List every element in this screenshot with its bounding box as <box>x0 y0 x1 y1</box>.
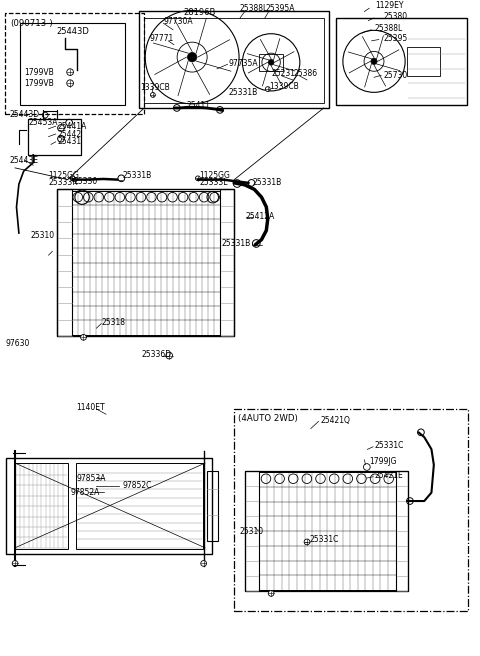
Ellipse shape <box>371 58 377 64</box>
Bar <box>140 12 328 108</box>
Text: 1125GG: 1125GG <box>48 171 79 180</box>
Text: 97771: 97771 <box>149 34 173 43</box>
Bar <box>144 18 324 103</box>
Bar <box>57 190 234 336</box>
Text: 25421E: 25421E <box>375 471 404 480</box>
Bar <box>72 191 220 335</box>
Text: 25310: 25310 <box>239 527 263 536</box>
Ellipse shape <box>304 539 310 544</box>
Text: 97630: 97630 <box>5 338 30 348</box>
Text: 25730: 25730 <box>384 71 408 80</box>
Text: 97852C: 97852C <box>123 482 152 491</box>
Text: 25333L: 25333L <box>199 178 228 187</box>
Text: 25231: 25231 <box>271 69 295 78</box>
Text: (090713-): (090713-) <box>10 18 53 28</box>
Text: 25441A: 25441A <box>57 121 86 131</box>
Bar <box>245 471 259 592</box>
Text: 25395: 25395 <box>384 33 408 43</box>
Text: 25331B: 25331B <box>253 178 282 187</box>
Text: 97852A: 97852A <box>70 488 99 497</box>
Text: 25443D: 25443D <box>56 27 89 36</box>
Bar <box>259 472 396 590</box>
Text: 25421Q: 25421Q <box>321 416 350 425</box>
Ellipse shape <box>67 80 73 87</box>
Ellipse shape <box>195 176 200 180</box>
Bar <box>336 18 468 105</box>
Text: 25443D: 25443D <box>9 110 39 119</box>
Ellipse shape <box>67 69 73 75</box>
Bar <box>76 463 203 549</box>
Text: 25331C: 25331C <box>310 535 339 544</box>
Bar <box>20 23 125 105</box>
Text: 25443E: 25443E <box>9 155 38 165</box>
Text: 25412A: 25412A <box>246 212 275 220</box>
Text: 1799JG: 1799JG <box>369 457 397 466</box>
Bar <box>407 47 440 75</box>
Text: 25331B: 25331B <box>222 239 251 248</box>
Text: (4AUTO 2WD): (4AUTO 2WD) <box>238 414 298 423</box>
Ellipse shape <box>201 561 206 566</box>
Bar <box>5 14 144 114</box>
Text: 25380: 25380 <box>384 12 408 21</box>
Bar <box>57 190 72 336</box>
Bar <box>245 471 408 592</box>
Text: 97730A: 97730A <box>163 18 193 26</box>
Bar <box>234 409 468 611</box>
Text: 1339CB: 1339CB <box>141 83 170 92</box>
Text: 28196B: 28196B <box>183 9 216 17</box>
Ellipse shape <box>81 335 86 340</box>
Bar <box>15 463 68 549</box>
Text: 25442: 25442 <box>57 129 81 138</box>
Text: 1799VB: 1799VB <box>24 68 54 77</box>
Text: 25388L: 25388L <box>240 4 268 12</box>
Ellipse shape <box>268 60 274 65</box>
Text: 25318: 25318 <box>101 318 125 327</box>
Bar <box>43 112 57 119</box>
Text: 1339CB: 1339CB <box>270 82 300 91</box>
Text: 25336D: 25336D <box>142 350 172 359</box>
Bar <box>207 471 218 541</box>
Ellipse shape <box>151 92 156 97</box>
Text: 1799VB: 1799VB <box>24 79 54 88</box>
Bar <box>220 190 234 336</box>
Text: 25333R: 25333R <box>48 178 78 187</box>
Text: 1129EY: 1129EY <box>375 1 404 10</box>
Text: 25386: 25386 <box>294 69 318 78</box>
Text: 25431: 25431 <box>57 137 81 146</box>
Ellipse shape <box>265 87 270 91</box>
Ellipse shape <box>70 176 75 180</box>
Ellipse shape <box>188 52 197 62</box>
Text: 25388L: 25388L <box>375 24 403 33</box>
Text: 25330: 25330 <box>73 177 98 186</box>
Bar <box>396 471 408 592</box>
Text: 25395A: 25395A <box>265 4 295 12</box>
Ellipse shape <box>12 561 18 566</box>
Text: 25310: 25310 <box>31 230 55 239</box>
Text: 25331B: 25331B <box>229 88 258 97</box>
Text: 25411: 25411 <box>186 102 210 110</box>
Text: 25331C: 25331C <box>375 441 404 450</box>
Ellipse shape <box>166 352 172 359</box>
Bar <box>259 54 283 71</box>
Bar <box>28 119 81 155</box>
Text: 1125GG: 1125GG <box>199 171 230 180</box>
Text: 97735A: 97735A <box>228 59 258 68</box>
Bar <box>6 458 212 554</box>
Text: 25331B: 25331B <box>123 171 152 180</box>
Text: 97853A: 97853A <box>76 474 106 483</box>
Text: 1140ET: 1140ET <box>76 403 105 412</box>
Ellipse shape <box>268 590 274 596</box>
Text: 25453A: 25453A <box>28 118 58 127</box>
